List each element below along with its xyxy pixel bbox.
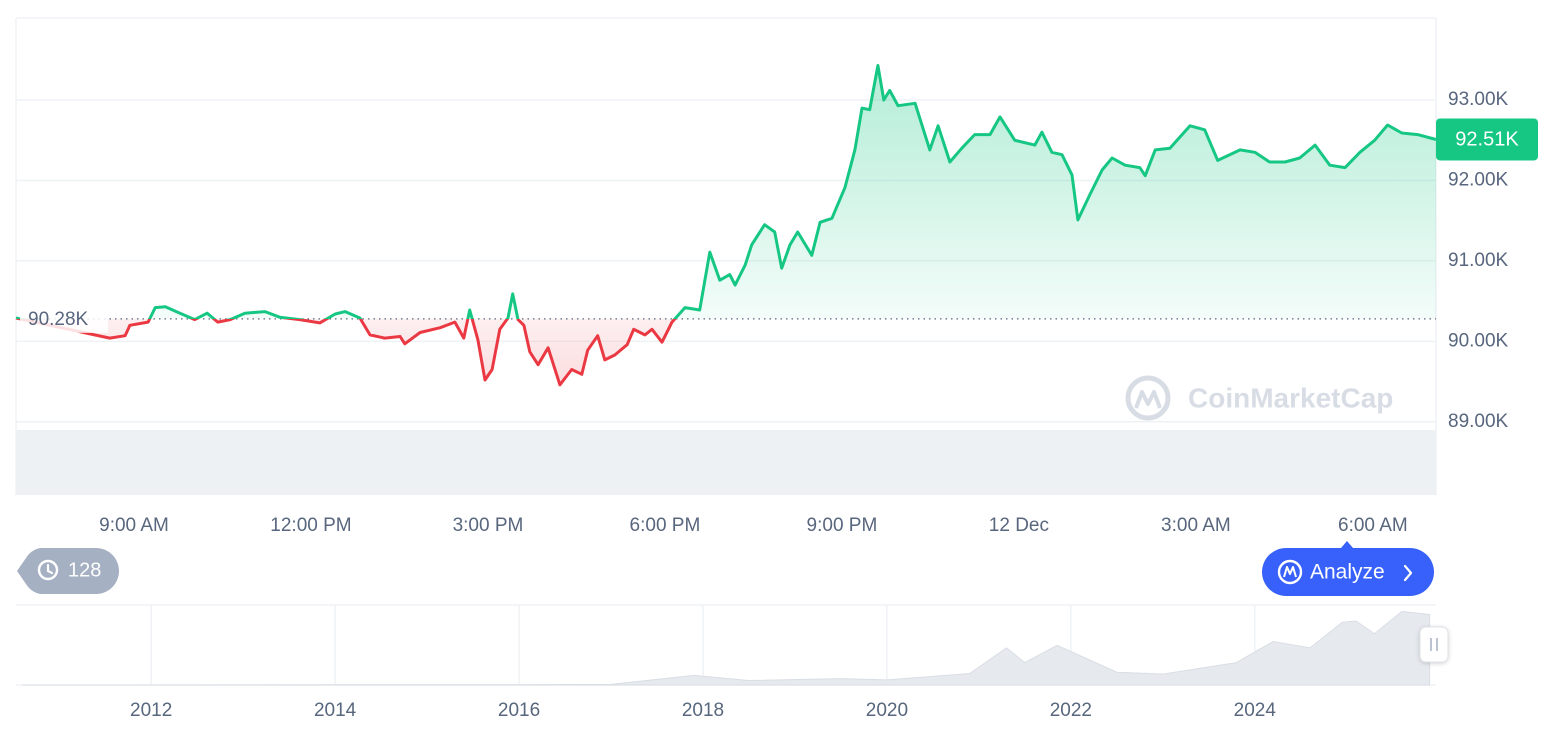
x-tick-label: 9:00 AM	[99, 515, 169, 536]
x-tick-label: 3:00 AM	[1161, 515, 1231, 536]
nav-tick-label: 2012	[130, 700, 172, 721]
nav-tick-label: 2016	[498, 700, 540, 721]
x-tick-label: 12:00 PM	[270, 515, 351, 536]
analyze-label: Analyze	[1310, 561, 1385, 584]
nav-tick-label: 2020	[866, 700, 908, 721]
price-area	[16, 65, 1436, 385]
y-tick-label: 89.00K	[1448, 411, 1509, 432]
watermark-text: CoinMarketCap	[1188, 382, 1393, 413]
baseline-label: 90.28K	[28, 309, 89, 330]
y-tick-label: 92.00K	[1448, 170, 1509, 191]
baseline-label-bg	[20, 304, 108, 333]
last-price-tag	[1436, 118, 1538, 161]
y-tick-label: 91.00K	[1448, 250, 1509, 271]
y-tick-label: 93.00K	[1448, 89, 1509, 110]
nav-tick-label: 2024	[1234, 700, 1277, 721]
x-tick-label: 6:00 AM	[1338, 515, 1408, 536]
price-line	[15, 64, 1437, 387]
x-tick-label: 6:00 PM	[630, 515, 701, 536]
nav-tick-label: 2018	[682, 700, 724, 721]
x-tick-label: 9:00 PM	[807, 515, 878, 536]
labels: 89.00K 90.00K 91.00K 92.00K 93.00K 9:00 AM 12:…	[20, 89, 1538, 536]
y-tick-label: 90.00K	[1448, 330, 1509, 351]
volume-band	[16, 430, 1436, 495]
x-tick-label: 12 Dec	[989, 515, 1049, 536]
analyze-button[interactable]: Analyze	[1262, 541, 1434, 596]
navigator-handle[interactable]	[1419, 626, 1449, 663]
watermark: CoinMarketCap	[1125, 375, 1393, 421]
x-tick-label: 3:00 PM	[453, 515, 524, 536]
last-price-label: 92.51K	[1455, 129, 1519, 151]
history-count: 128	[68, 559, 101, 581]
nav-area	[22, 610, 1431, 686]
history-badge[interactable]: 128	[17, 548, 120, 594]
nav-tick-label: 2022	[1050, 700, 1092, 721]
navigator: 2012 2014 2016 2018 2020 2022 2024	[16, 604, 1436, 721]
plot	[15, 64, 1437, 387]
nav-tick-label: 2014	[314, 700, 357, 721]
